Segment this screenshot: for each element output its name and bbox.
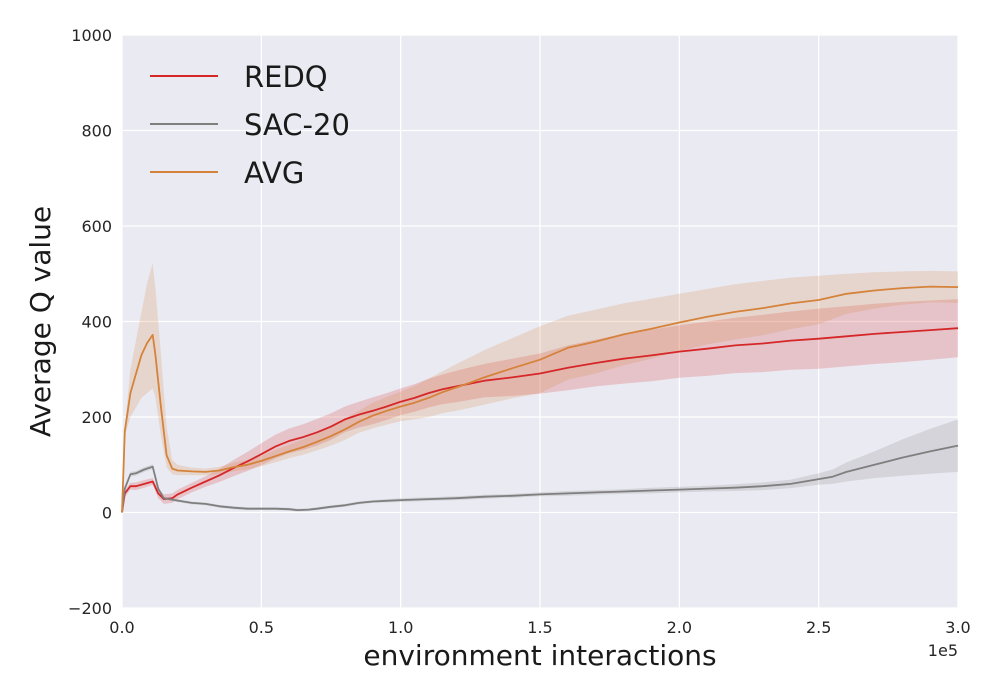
y-tick-labels: −200 0 200 400 600 800 1000 [68, 26, 112, 618]
x-axis-label: environment interactions [363, 639, 716, 672]
y-axis-label: Average Q value [24, 206, 57, 437]
grid [121, 34, 959, 609]
avg-confidence-band [122, 263, 958, 513]
x-tick-label: 0.0 [109, 618, 134, 637]
legend: REDQ SAC-20 AVG [150, 60, 350, 190]
sac-20-line [121, 444, 959, 513]
sac-20-confidence-band [122, 419, 958, 513]
y-tick-label: 400 [81, 313, 112, 332]
series-lines [121, 285, 959, 513]
x-offset-label: 1e5 [928, 641, 958, 660]
y-tick-label: 200 [81, 408, 112, 427]
y-tick-label: 600 [81, 217, 112, 236]
y-tick-label: −200 [68, 599, 112, 618]
y-tick-label: 0 [102, 504, 112, 523]
x-tick-label: 3.0 [945, 618, 970, 637]
x-tick-label: 0.5 [249, 618, 274, 637]
redq-line [121, 327, 959, 513]
x-tick-label: 1.5 [527, 618, 552, 637]
avg-line [121, 285, 959, 513]
confidence-bands [122, 263, 958, 513]
sac-20-legend-label: SAC-20 [244, 108, 350, 142]
x-tick-label: 2.0 [667, 618, 692, 637]
x-tick-labels: 0.0 0.5 1.0 1.5 2.0 2.5 3.0 [109, 618, 970, 637]
redq-confidence-band [122, 299, 958, 513]
x-tick-label: 1.0 [388, 618, 413, 637]
x-tick-label: 2.5 [806, 618, 831, 637]
y-tick-label: 800 [81, 122, 112, 141]
redq-legend-label: REDQ [244, 60, 328, 94]
avg-legend-label: AVG [244, 156, 304, 190]
y-tick-label: 1000 [71, 26, 112, 45]
